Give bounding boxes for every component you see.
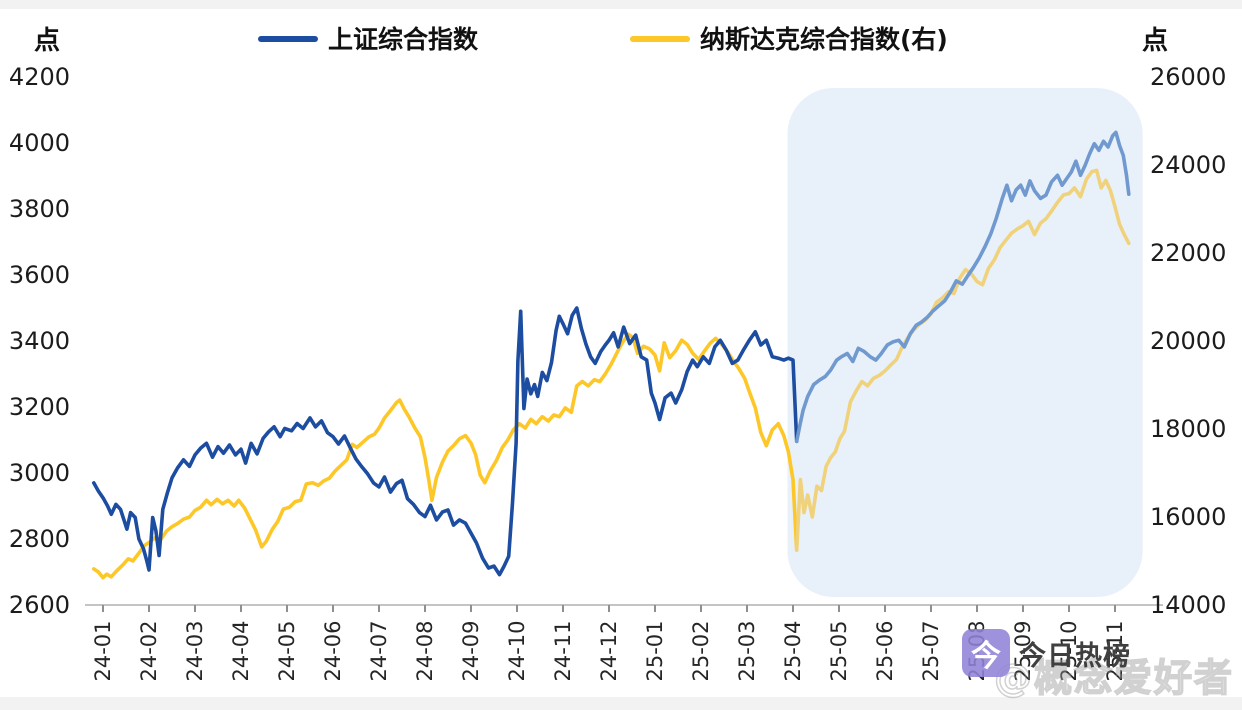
- y-tick-label-left: 3400: [8, 327, 70, 355]
- legend-label-nasdaq: 纳斯达克综合指数(右): [700, 25, 948, 54]
- y-tick-label-right: 26000: [1150, 63, 1227, 91]
- watermark-title-text: 今日热榜: [1019, 641, 1131, 672]
- y-tick-label-right: 16000: [1150, 503, 1227, 531]
- x-tick-label: 24-05: [275, 620, 299, 682]
- x-tick-label: 24-11: [551, 620, 575, 682]
- y-tick-label-left: 3200: [8, 393, 70, 421]
- series-line-nasdaq: [92, 332, 799, 580]
- x-tick-label: 24-06: [321, 620, 345, 682]
- x-tick-label: 24-12: [597, 620, 621, 682]
- y-tick-label-left: 3000: [8, 459, 70, 487]
- x-tick-label: 25-02: [689, 620, 713, 682]
- x-tick-label: 25-04: [781, 620, 805, 682]
- series-line-nasdaq: [794, 168, 1131, 552]
- top-border-strip: [0, 0, 1242, 9]
- x-tick-label: 24-02: [137, 620, 161, 682]
- x-tick-label: 24-03: [183, 620, 207, 682]
- y-tick-label-left: 2600: [8, 591, 70, 619]
- x-tick-label: 25-07: [919, 620, 943, 682]
- x-tick-label: 25-03: [735, 620, 759, 682]
- watermark-handle-text: @概念爱好者: [993, 655, 1235, 701]
- series-line-sse: [794, 130, 1131, 444]
- left-axis-unit-label: 点: [34, 26, 61, 56]
- x-tick-label: 25-06: [873, 620, 897, 682]
- legend-label-sse: 上证综合指数: [328, 25, 479, 54]
- y-tick-label-right: 22000: [1150, 239, 1227, 267]
- y-tick-label-left: 4200: [8, 63, 70, 91]
- y-tick-label-right: 14000: [1150, 591, 1227, 619]
- x-tick-label: 25-05: [827, 620, 851, 682]
- x-tick-label: 24-01: [91, 620, 115, 682]
- y-tick-label-right: 24000: [1150, 151, 1227, 179]
- right-axis-unit-label: 点: [1142, 26, 1169, 56]
- y-tick-label-left: 4000: [8, 129, 70, 157]
- y-tick-label-left: 3800: [8, 195, 70, 223]
- bottom-border-strip: [0, 697, 1242, 710]
- highlight-region: [787, 88, 1143, 597]
- x-tick-label: 24-07: [367, 620, 391, 682]
- legend-line-swatch-nasdaq: [630, 36, 690, 42]
- x-tick-label: 25-01: [643, 620, 667, 682]
- x-tick-label: 24-08: [413, 620, 437, 682]
- y-tick-label-right: 18000: [1150, 415, 1227, 443]
- y-tick-label-left: 3600: [8, 261, 70, 289]
- x-tick-label: 24-04: [229, 620, 253, 682]
- y-tick-label-left: 2800: [8, 525, 70, 553]
- y-tick-label-right: 20000: [1150, 327, 1227, 355]
- legend-line-swatch-sse: [258, 36, 318, 42]
- watermark-logo-badge: 今: [962, 629, 1010, 677]
- series-line-sse: [92, 306, 799, 577]
- legend: 上证综合指数 纳斯达克综合指数(右): [0, 24, 1242, 58]
- x-tick-label: 24-10: [505, 620, 529, 682]
- x-tick-label: 24-09: [459, 620, 483, 682]
